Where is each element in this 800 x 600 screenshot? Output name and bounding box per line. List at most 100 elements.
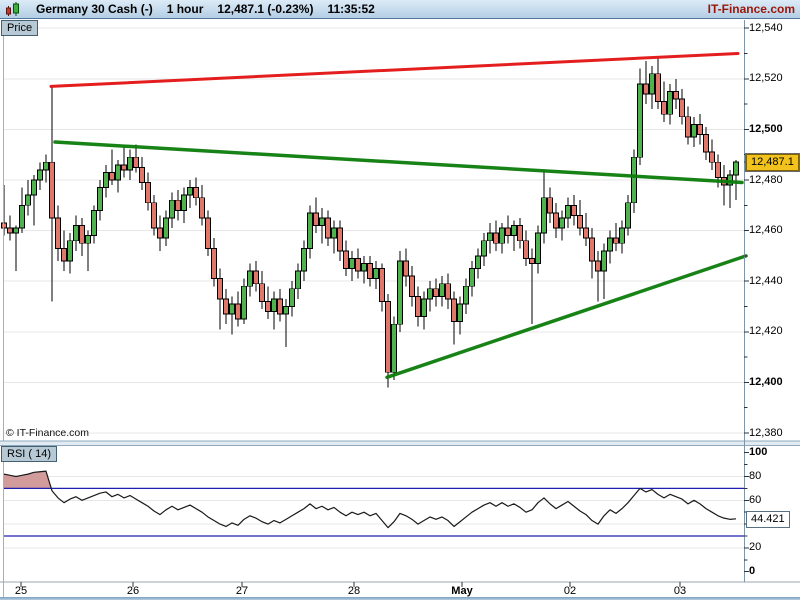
candle-bearish — [55, 217, 61, 249]
price-axis-label: 12,480 — [749, 173, 783, 186]
price-axis-label: 12,460 — [749, 224, 783, 237]
quote-label: 12,487.1 (-0.23%) — [217, 2, 314, 16]
candle-bearish — [151, 202, 157, 229]
candle-bearish — [709, 151, 715, 163]
candle-bullish — [37, 169, 43, 181]
candle-bullish — [487, 232, 493, 242]
candle-bearish — [685, 116, 691, 138]
price-axis-label: 12,540 — [749, 21, 783, 34]
candle-bullish — [115, 164, 121, 181]
candle-bullish — [169, 199, 175, 219]
candle-bullish — [295, 270, 301, 290]
candle-bullish — [499, 227, 505, 244]
candle-bullish — [331, 227, 337, 239]
candle-bullish — [559, 217, 565, 229]
candle-bearish — [49, 161, 55, 219]
title-bar: Germany 30 Cash (-) 1 hour 12,487.1 (-0.… — [0, 0, 800, 19]
candle-bearish — [403, 260, 409, 277]
candle-bullish — [469, 268, 475, 287]
candle-bullish — [187, 187, 193, 196]
candle-bullish — [607, 237, 613, 252]
candle-bullish — [103, 171, 109, 189]
last-price-badge: 12,487.1 — [746, 154, 799, 172]
candle-bearish — [661, 101, 667, 115]
candle-bullish — [91, 209, 97, 237]
candle-bullish — [73, 225, 79, 242]
candle-bearish — [451, 298, 457, 323]
candle-bullish — [421, 298, 427, 318]
candle-bearish — [253, 270, 259, 285]
price-pane-tab[interactable]: Price — [1, 20, 39, 36]
candle-bearish — [235, 303, 241, 320]
candle-bullish — [43, 161, 49, 171]
date-axis-label: 25 — [14, 585, 28, 597]
pane-divider[interactable] — [0, 441, 800, 446]
bottom-frame-bar — [0, 597, 800, 600]
candle-bearish — [313, 212, 319, 226]
candle-bullish — [541, 197, 547, 234]
descending-resistance-line-green[interactable] — [53, 140, 744, 185]
watermark: © IT-Finance.com — [6, 427, 90, 439]
date-axis-label: May — [451, 585, 473, 597]
candle-bullish — [13, 227, 19, 234]
candle-bullish — [67, 240, 73, 262]
candle-bearish — [145, 182, 151, 204]
candle-bearish — [79, 225, 85, 244]
candle-bearish — [277, 298, 283, 315]
price-axis-label: 12,380 — [749, 426, 783, 439]
candle-bullish — [283, 306, 289, 315]
rsi-axis-label: 20 — [749, 541, 762, 554]
candle-bullish — [361, 263, 367, 272]
candle-bearish — [217, 278, 223, 300]
rsi-axis-label: 0 — [749, 565, 756, 578]
candle-bearish — [343, 250, 349, 269]
candle-bullish — [241, 285, 247, 320]
candle-bearish — [595, 260, 601, 272]
candle-bullish — [511, 225, 517, 237]
candle-bullish — [535, 232, 541, 264]
candle-bullish — [181, 194, 187, 211]
candle-bullish — [31, 179, 37, 196]
candle-bearish — [697, 123, 703, 135]
candle-bearish — [613, 237, 619, 244]
rsi-pane-tab[interactable]: RSI ( 14) — [1, 446, 58, 462]
candle-bullish — [97, 187, 103, 211]
rsi-line — [3, 470, 737, 529]
candle-bullish — [625, 202, 631, 229]
upper-resistance-line-red[interactable] — [49, 52, 740, 88]
candle-bearish — [523, 240, 529, 259]
candle-bullish — [349, 257, 355, 269]
timeframe-label: 1 hour — [166, 2, 204, 16]
candle-bullish — [691, 123, 697, 138]
candle-bearish — [265, 300, 271, 313]
rsi-axis-label: 100 — [749, 446, 768, 459]
rsi-axis-label: 80 — [749, 470, 762, 482]
clock-label: 11:35:52 — [327, 2, 375, 16]
ascending-support-line-green[interactable] — [385, 254, 748, 380]
candle-bearish — [583, 227, 589, 239]
candle-bullish — [127, 156, 133, 171]
candle-bullish — [289, 288, 295, 307]
instrument-title: Germany 30 Cash (-) — [36, 2, 153, 16]
candle-bearish — [157, 227, 163, 239]
candle-bullish — [247, 270, 253, 287]
candle-bullish — [25, 194, 31, 206]
candle-bearish — [205, 217, 211, 249]
candle-bearish — [433, 288, 439, 297]
candle-bearish — [505, 227, 511, 237]
candle-bearish — [379, 268, 385, 302]
price-axis-label: 12,520 — [749, 72, 783, 85]
candle-bearish — [643, 83, 649, 95]
candle-bearish — [445, 283, 451, 300]
candle-bearish — [409, 275, 415, 297]
candle-bearish — [337, 227, 343, 252]
candle-bearish — [259, 283, 265, 302]
candle-bullish — [601, 250, 607, 272]
candle-bullish — [319, 217, 325, 226]
price-axis-label: 12,420 — [749, 325, 783, 338]
candle-bearish — [325, 217, 331, 239]
brand-label: IT-Finance.com — [707, 2, 795, 16]
candle-bearish — [367, 263, 373, 280]
candle-bearish — [703, 134, 709, 153]
